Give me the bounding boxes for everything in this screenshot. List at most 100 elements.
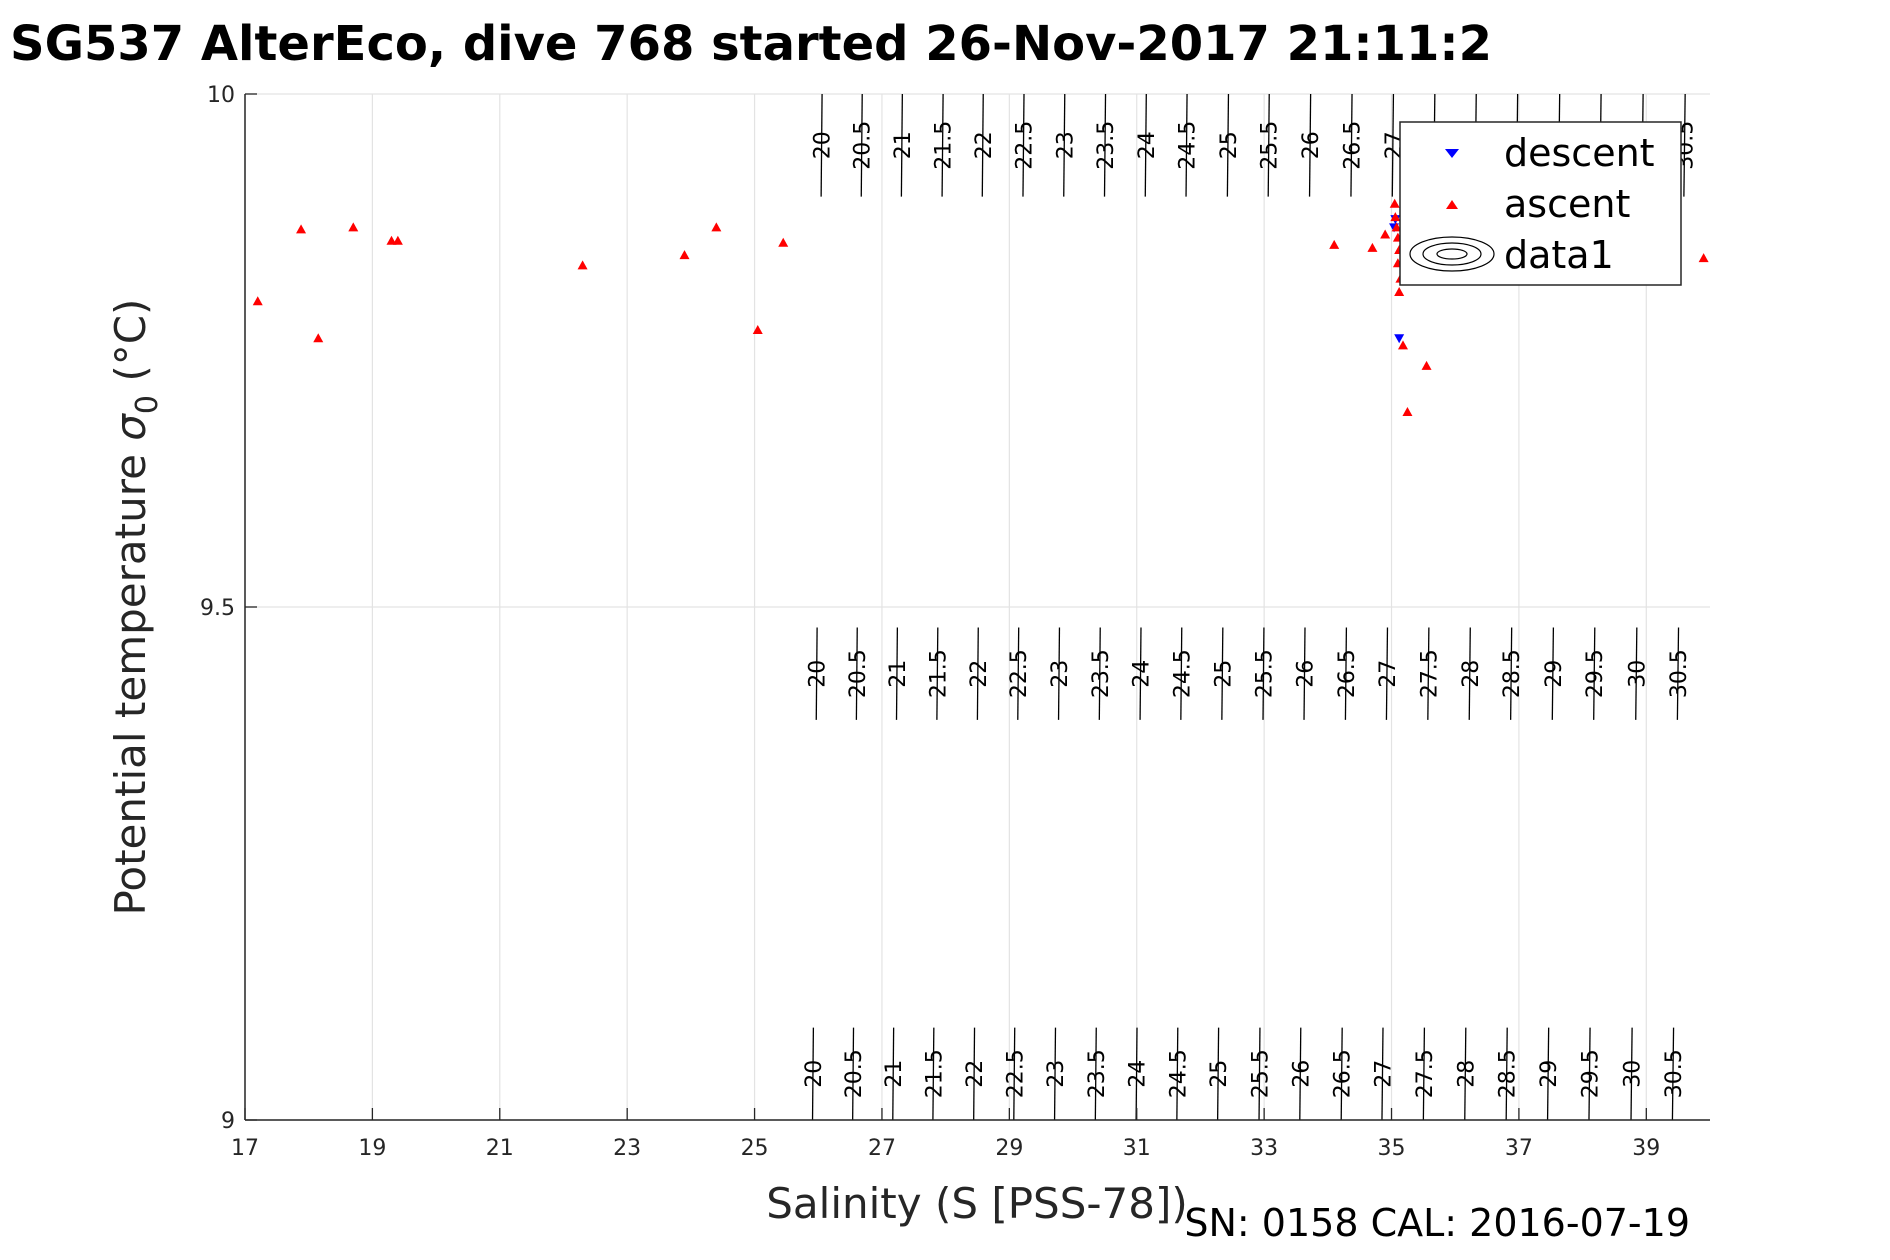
contour-line: [815, 627, 818, 720]
contour-line: [1176, 1027, 1179, 1121]
contour-label: 25: [1211, 660, 1236, 688]
contour-line: [1468, 627, 1471, 720]
contour-label: 29: [1537, 1060, 1562, 1088]
contour-label: 26.5: [1331, 1049, 1356, 1098]
contour-label: 29.5: [1583, 649, 1608, 698]
contour-label: 22: [963, 1060, 988, 1088]
contour-line: [1226, 93, 1230, 197]
contour-label: 26: [1299, 131, 1324, 159]
contour-label: 28: [1459, 660, 1484, 688]
contour-line: [976, 627, 979, 720]
contour-line: [1267, 93, 1270, 197]
contour-label: 28: [1454, 1060, 1479, 1088]
ascent-point: [1421, 360, 1432, 370]
contour-line: [1144, 93, 1147, 197]
contour-line: [1135, 1027, 1138, 1121]
contour-line: [1139, 627, 1142, 720]
contour-24.5: 24.5 24.5 24.5: [1166, 93, 1201, 1121]
contour-23.5: 23.5 23.5 23.5: [1085, 93, 1119, 1121]
contour-label: 23: [1053, 131, 1078, 159]
contour-label: 23: [1048, 660, 1073, 688]
contour-label: 28.5: [1500, 649, 1525, 698]
contour-21: 21 21 21: [882, 93, 916, 1121]
contour-line: [1258, 1027, 1261, 1121]
contour-label: 30.5: [1662, 1049, 1687, 1098]
x-tick-label: 27: [868, 1136, 896, 1161]
y-axis-label-subscript: 0: [130, 395, 165, 414]
contour-label: 26: [1294, 660, 1319, 688]
contour-20.5: 20.5 20.5 20.5: [842, 93, 876, 1121]
contour-label: 21.5: [926, 649, 951, 698]
contour-line: [1630, 1027, 1633, 1121]
contour-26.5: 26.5 26.5 26.5: [1331, 93, 1366, 1121]
contour-label: 24.5: [1166, 1049, 1191, 1098]
contour-label: 27: [1372, 1060, 1397, 1088]
x-tick-label: 39: [1632, 1136, 1660, 1161]
contour-line: [973, 1027, 976, 1121]
contour-line: [1216, 1027, 1220, 1121]
contour-line: [1635, 627, 1638, 720]
contour-label: 23.5: [1085, 1049, 1110, 1098]
contour-25.5: 25.5 25.5 25.5: [1249, 93, 1283, 1121]
x-tick-label: 37: [1505, 1136, 1533, 1161]
contour-line: [1053, 1027, 1057, 1121]
contour-line: [1509, 627, 1513, 720]
contour-line: [1094, 1027, 1097, 1121]
contour-label: 22: [967, 660, 992, 688]
contour-line: [941, 93, 944, 197]
y-axis-label-main: Potential temperature: [106, 441, 155, 916]
contour-label: 20.5: [851, 121, 876, 170]
contour-line: [892, 1027, 895, 1121]
contour-line: [1221, 627, 1224, 720]
contour-label: 21.5: [932, 121, 957, 170]
contour-20: 20 20 20: [802, 93, 836, 1121]
contour-label: 25.5: [1249, 1049, 1274, 1098]
ascent-point: [1397, 340, 1408, 350]
x-tick-label: 19: [358, 1136, 386, 1161]
contour-label: 27.5: [1413, 1049, 1438, 1098]
contour-line: [1022, 93, 1025, 197]
contour-label: 24: [1135, 131, 1160, 159]
contour-label: 23.5: [1094, 121, 1119, 170]
contour-label: 20.5: [846, 649, 871, 698]
x-tick-label: 25: [741, 1136, 769, 1161]
footer-serial-cal: SN: 0158 CAL: 2016-07-19: [1184, 1201, 1690, 1245]
contour-label: 24.5: [1170, 649, 1195, 698]
ascent-point: [1367, 242, 1378, 252]
contour-line: [1057, 627, 1061, 720]
contour-line: [811, 1027, 815, 1121]
ascent-point: [296, 224, 307, 234]
contour-line: [1671, 1027, 1675, 1121]
contour-line: [1185, 93, 1188, 197]
contour-line: [1180, 627, 1183, 720]
chart-title: SG537 AlterEco, dive 768 started 26-Nov-…: [10, 16, 1492, 72]
ascent-point: [711, 222, 722, 232]
y-tick-label: 9: [221, 1109, 235, 1134]
contour-label: 30: [1621, 1060, 1646, 1088]
contour-label: 29.5: [1579, 1049, 1604, 1098]
contour-line: [1422, 1027, 1426, 1121]
contour-label: 26: [1289, 1060, 1314, 1088]
axes: [244, 93, 1710, 1121]
contour-line: [1299, 1027, 1302, 1121]
x-axis-label: Salinity (S [PSS-78]): [766, 1179, 1188, 1228]
ascent-point: [752, 324, 763, 334]
ascent-point: [1389, 198, 1400, 208]
contour-line: [1340, 1027, 1343, 1121]
contour-21.5: 21.5 21.5 21.5: [922, 93, 957, 1121]
contour-label: 21: [882, 1060, 907, 1088]
y-tick-label: 10: [207, 83, 235, 108]
contour-label: 22.5: [1007, 649, 1032, 698]
contour-line: [1063, 93, 1066, 197]
contour-label: 22.5: [1003, 1049, 1028, 1098]
contour-line: [1262, 627, 1265, 720]
contour-line: [981, 93, 984, 197]
contour-line: [1593, 627, 1596, 720]
contour-line: [820, 93, 823, 197]
contour-label: 30.5: [1667, 649, 1692, 698]
ascent-point: [1394, 287, 1405, 297]
contour-line: [936, 627, 939, 720]
contour-line: [900, 93, 903, 197]
contour-line: [1385, 627, 1389, 720]
